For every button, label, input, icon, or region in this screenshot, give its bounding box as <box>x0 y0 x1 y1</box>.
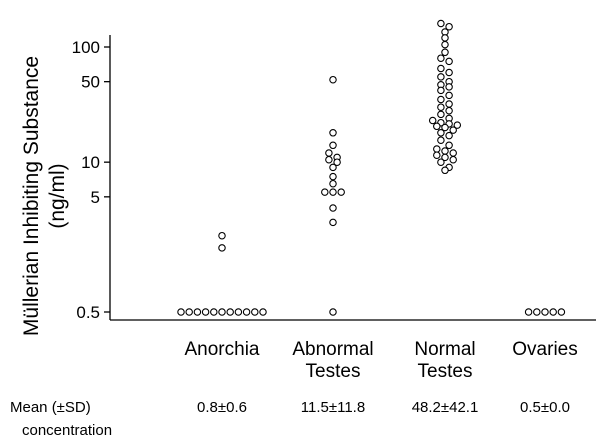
summary-label-line2: concentration <box>22 422 112 439</box>
data-point <box>428 116 437 125</box>
data-point <box>549 308 557 316</box>
category-label: Anorchia <box>185 339 260 360</box>
data-point <box>441 48 449 57</box>
data-point <box>226 308 234 316</box>
data-point <box>433 151 441 159</box>
data-point <box>185 308 193 316</box>
data-point <box>437 129 445 137</box>
data-point <box>445 91 453 100</box>
data-point <box>449 155 457 164</box>
data-point <box>533 308 541 316</box>
data-point <box>441 147 449 155</box>
data-point <box>445 68 453 77</box>
data-point <box>329 163 337 172</box>
category-label: Normal <box>414 339 475 360</box>
data-point <box>329 179 337 188</box>
summary-value: 0.8±0.6 <box>197 399 247 416</box>
data-point <box>441 123 449 132</box>
data-point <box>177 308 185 316</box>
data-point <box>437 110 445 119</box>
data-point <box>333 158 341 166</box>
data-point <box>251 308 259 316</box>
data-point <box>329 188 337 196</box>
summary-label-line1: Mean (±SD) <box>10 399 91 416</box>
data-point <box>445 100 453 108</box>
y-axis-label-line2: (ng/ml) <box>46 163 69 228</box>
data-point <box>329 308 337 316</box>
data-point <box>325 155 333 164</box>
data-point <box>437 54 445 62</box>
data-point <box>218 308 226 316</box>
data-point <box>541 308 549 316</box>
data-point <box>453 121 462 129</box>
data-point <box>441 40 449 49</box>
data-point <box>210 308 218 316</box>
data-point <box>437 95 445 104</box>
summary-values: 0.8±0.6 11.5±11.8 48.2±42.1 0.5±0.0 <box>197 399 570 416</box>
category-label-line2: Testes <box>306 361 361 382</box>
data-point <box>437 158 445 166</box>
data-point <box>441 166 449 175</box>
summary-value: 11.5±11.8 <box>301 399 365 416</box>
data-point <box>325 149 333 157</box>
data-point <box>437 103 445 111</box>
data-point <box>242 308 251 316</box>
data-point <box>445 106 453 115</box>
data-point <box>445 131 453 140</box>
data-point <box>524 308 533 316</box>
y-tick-label: 10 <box>81 153 100 172</box>
data-point <box>218 231 226 240</box>
data-point <box>441 34 449 42</box>
y-tick-label: 5 <box>91 188 100 207</box>
data-point <box>234 308 243 316</box>
data-point <box>337 188 345 196</box>
summary-value: 0.5±0.0 <box>520 399 570 416</box>
data-point <box>329 129 337 137</box>
y-axis-label-line1: Müllerian Inhibiting Substance <box>20 56 43 336</box>
data-point <box>441 153 449 162</box>
data-point <box>445 22 453 31</box>
data-point <box>437 64 445 73</box>
data-point <box>218 244 226 252</box>
data-point <box>329 218 337 227</box>
data-points <box>177 19 566 316</box>
data-point <box>437 73 445 81</box>
data-point <box>445 141 453 150</box>
data-point <box>449 126 457 134</box>
y-tick-label: 0.5 <box>76 303 100 322</box>
data-point <box>437 19 445 28</box>
y-tick-label: 50 <box>81 73 100 92</box>
data-point <box>321 188 329 196</box>
data-point <box>329 141 337 150</box>
summary-value: 48.2±42.1 <box>412 399 479 416</box>
data-point <box>557 308 566 316</box>
data-point <box>329 204 337 212</box>
category-label-line2: Testes <box>418 361 473 382</box>
category-label: Abnormal <box>292 339 373 360</box>
data-point <box>193 308 202 316</box>
data-point <box>329 172 337 181</box>
axes: 0.5 5 10 50 100 <box>72 35 596 322</box>
y-tick-label: 100 <box>72 38 100 57</box>
data-point <box>445 83 453 91</box>
data-point <box>433 122 441 131</box>
data-point <box>437 86 445 95</box>
data-point <box>201 308 210 316</box>
data-point <box>437 136 445 144</box>
data-point <box>433 145 441 153</box>
data-point <box>259 308 267 316</box>
category-labels: Anorchia AbnormalTestesNormalTestesOvarie… <box>185 339 578 382</box>
data-point <box>449 149 457 157</box>
data-point <box>329 75 337 84</box>
category-label: Ovaries <box>512 339 577 360</box>
data-point <box>445 57 453 66</box>
